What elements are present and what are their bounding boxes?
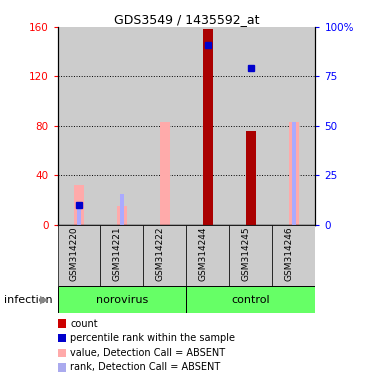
Text: GSM314244: GSM314244 — [199, 227, 208, 281]
Bar — [229, 27, 272, 225]
Bar — [289, 122, 299, 225]
Text: rank, Detection Call = ABSENT: rank, Detection Call = ABSENT — [70, 362, 220, 372]
Text: GSM314221: GSM314221 — [113, 227, 122, 281]
Bar — [187, 286, 315, 313]
Bar — [292, 122, 296, 225]
Bar — [187, 27, 229, 225]
Bar — [120, 194, 124, 225]
Bar — [101, 27, 144, 225]
Text: GSM314246: GSM314246 — [285, 227, 294, 281]
Bar — [187, 225, 229, 286]
Bar — [246, 131, 256, 225]
Bar — [117, 206, 127, 225]
Bar — [160, 122, 170, 225]
Bar — [58, 225, 101, 286]
Text: GSM314222: GSM314222 — [156, 227, 165, 281]
Text: percentile rank within the sample: percentile rank within the sample — [70, 333, 235, 343]
Text: count: count — [70, 319, 98, 329]
Text: ▶: ▶ — [40, 295, 49, 305]
Text: GSM314245: GSM314245 — [242, 227, 251, 281]
Bar — [58, 286, 187, 313]
Text: norovirus: norovirus — [96, 295, 148, 305]
Bar — [203, 29, 213, 225]
Bar — [144, 225, 186, 286]
Bar — [74, 185, 84, 225]
Title: GDS3549 / 1435592_at: GDS3549 / 1435592_at — [114, 13, 259, 26]
Bar — [229, 225, 272, 286]
Bar — [144, 27, 186, 225]
Text: control: control — [232, 295, 270, 305]
Bar — [58, 27, 101, 225]
Text: GSM314220: GSM314220 — [70, 227, 79, 281]
Bar — [272, 225, 315, 286]
Bar — [101, 225, 144, 286]
Text: infection: infection — [4, 295, 52, 305]
Bar — [77, 209, 81, 225]
Text: value, Detection Call = ABSENT: value, Detection Call = ABSENT — [70, 348, 225, 358]
Bar — [272, 27, 315, 225]
